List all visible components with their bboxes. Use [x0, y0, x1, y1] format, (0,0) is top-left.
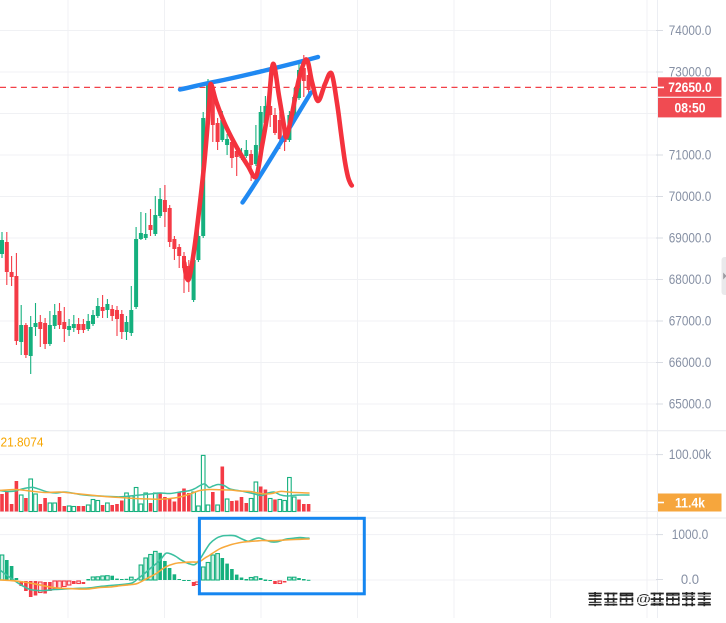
- svg-text:70000.0: 70000.0: [669, 189, 712, 204]
- svg-text:21.8074: 21.8074: [1, 435, 44, 449]
- svg-text:08:50: 08:50: [675, 101, 706, 116]
- svg-text:66000.0: 66000.0: [669, 355, 712, 370]
- svg-text:100.00k: 100.00k: [669, 447, 712, 462]
- svg-text:69000.0: 69000.0: [669, 231, 712, 246]
- svg-text:@: @: [636, 591, 651, 608]
- svg-text:68000.0: 68000.0: [669, 272, 712, 287]
- svg-text:11.4k: 11.4k: [675, 496, 705, 511]
- svg-text:0.0: 0.0: [681, 572, 699, 587]
- svg-text:1000.0: 1000.0: [672, 527, 708, 542]
- svg-text:65000.0: 65000.0: [669, 397, 712, 412]
- svg-text:71000.0: 71000.0: [669, 148, 712, 163]
- svg-text:72650.0: 72650.0: [668, 80, 712, 95]
- svg-text:74000.0: 74000.0: [669, 23, 712, 38]
- svg-text:67000.0: 67000.0: [669, 314, 712, 329]
- svg-text:73000.0: 73000.0: [669, 65, 712, 80]
